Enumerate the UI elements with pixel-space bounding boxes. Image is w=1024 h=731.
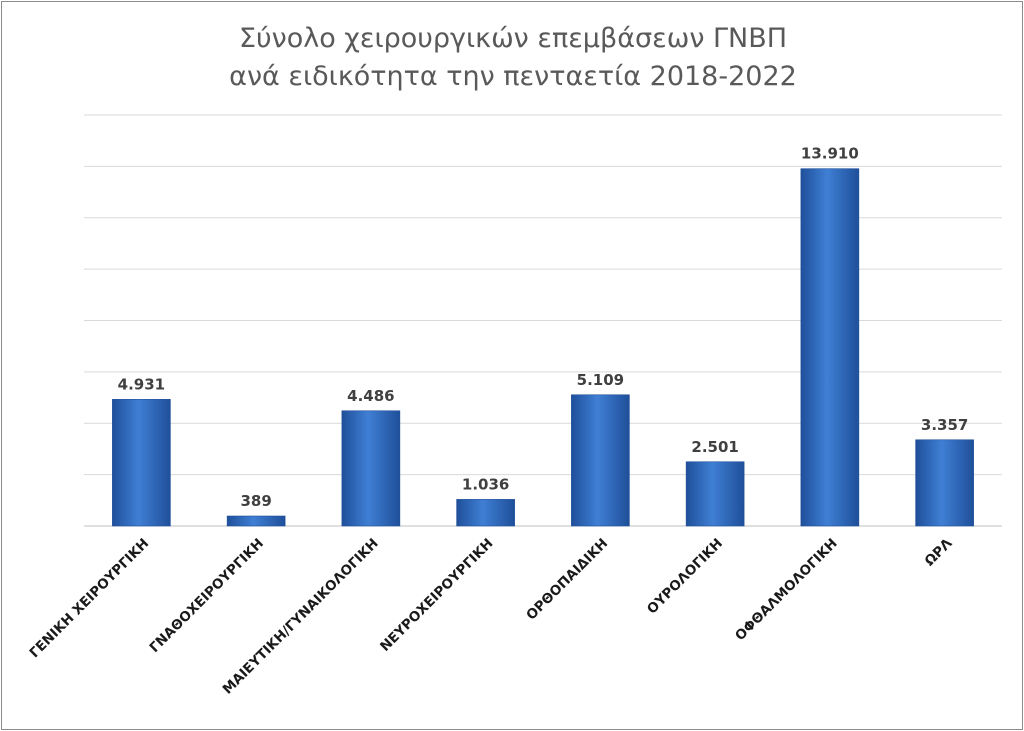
category-label-3: ΝΕΥΡΟΧΕΙΡΟΥΡΓΙΚΗ <box>377 536 496 655</box>
bars <box>112 168 974 527</box>
data-label-2: 4.486 <box>347 387 394 405</box>
category-label-0: ΓΕΝΙΚΗ ΧΕΙΡΟΥΡΓΙΚΗ <box>27 536 153 662</box>
data-label-6: 13.910 <box>801 145 859 163</box>
bar-2 <box>341 410 401 527</box>
data-label-1: 389 <box>240 492 271 510</box>
bar-4 <box>571 394 630 527</box>
bar-5 <box>685 461 745 527</box>
chart-title-line-1: Σύνολο χειρουργικών επεμβάσεων ΓΝΒΠ <box>238 23 788 54</box>
bar-0 <box>112 399 171 527</box>
bar-7 <box>915 439 974 527</box>
bar-1 <box>226 515 286 527</box>
category-label-5: ΟΥΡΟΛΟΓΙΚΗ <box>644 536 726 618</box>
data-label-7: 3.357 <box>921 416 968 434</box>
data-label-4: 5.109 <box>577 371 624 389</box>
category-label-6: ΟΦΘΑΛΜΟΛΟΓΙΚΗ <box>732 536 841 645</box>
bar-3 <box>456 499 515 527</box>
category-label-4: ΟΡΘΟΠΑΙΔΙΚΗ <box>523 536 611 624</box>
chart-title: Σύνολο χειρουργικών επεμβάσεων ΓΝΒΠ ανά … <box>2 20 1024 96</box>
bar-6 <box>800 168 860 527</box>
data-label-5: 2.501 <box>691 438 738 456</box>
category-label-7: ΩΡΛ <box>922 535 956 569</box>
data-label-0: 4.931 <box>118 375 165 393</box>
gridlines <box>84 114 1002 527</box>
category-labels: ΓΕΝΙΚΗ ΧΕΙΡΟΥΡΓΙΚΗΓΝΑΘΟΧΕΙΡΟΥΡΓΙΚΗΜΑΙΕΥΤ… <box>27 535 956 697</box>
chart-title-line-2: ανά ειδικότητα την πενταετία 2018-2022 <box>229 61 797 92</box>
data-labels: 4.931 389 4.486 1.036 5.109 2.501 13.910 3.357 <box>118 145 969 510</box>
category-label-1: ΓΝΑΘΟΧΕΙΡΟΥΡΓΙΚΗ <box>146 536 266 656</box>
data-label-3: 1.036 <box>462 475 509 493</box>
